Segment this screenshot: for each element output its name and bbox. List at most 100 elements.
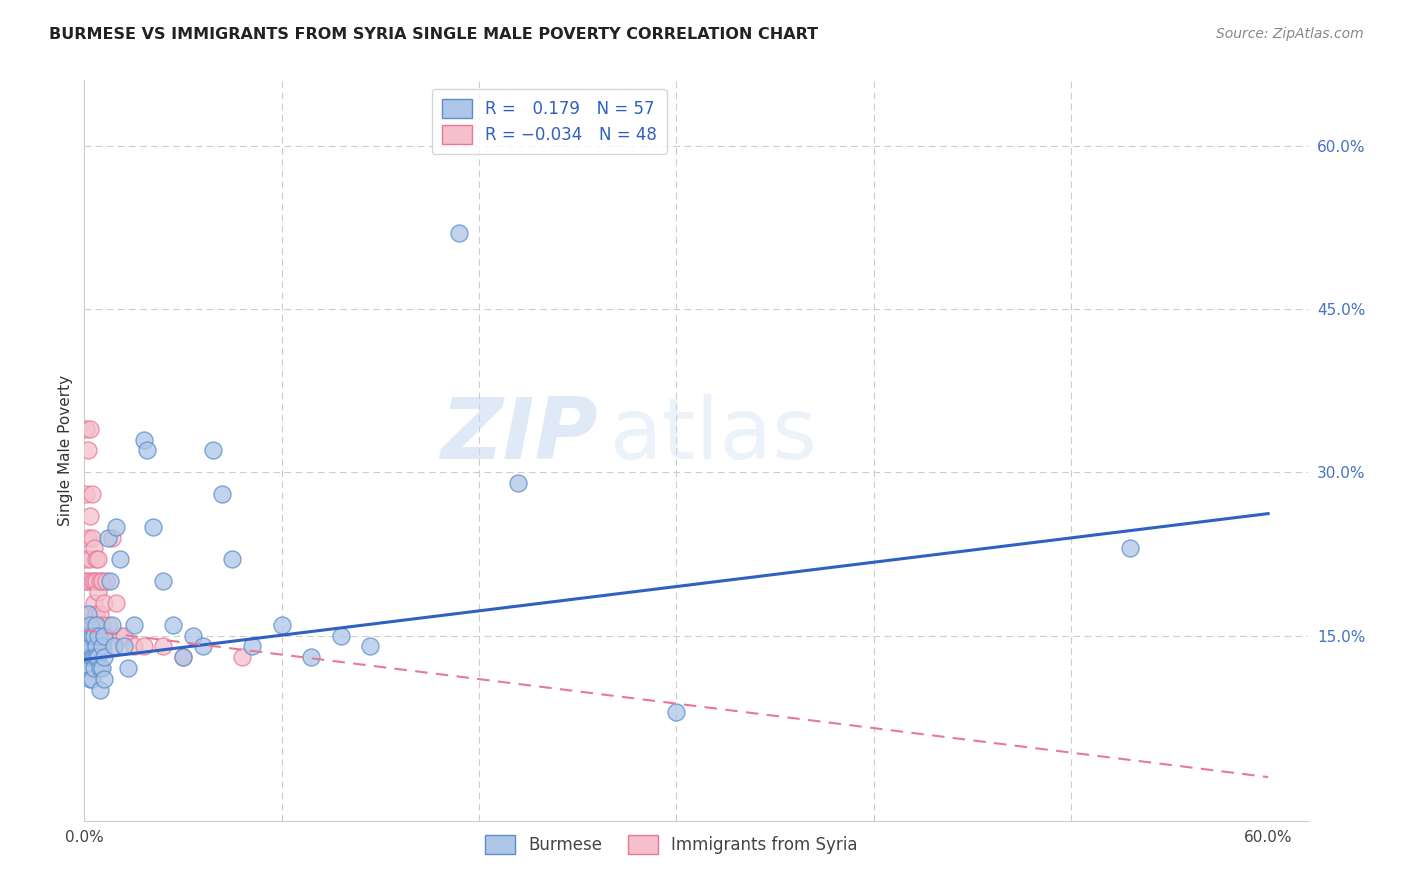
Point: [87, 650, 110, 665]
Point: [82, 672, 104, 686]
Point: [97, 531, 120, 545]
Point: [83, 541, 105, 556]
Point: [162, 617, 184, 632]
Point: [79, 617, 101, 632]
Point: [89, 683, 111, 698]
Point: [77, 617, 100, 632]
Point: [83, 661, 105, 675]
Point: [75, 552, 97, 566]
Point: [91, 661, 114, 675]
Point: [152, 574, 174, 588]
Text: Source: ZipAtlas.com: Source: ZipAtlas.com: [1216, 27, 1364, 41]
Point: [93, 650, 115, 665]
Point: [329, 628, 352, 642]
Point: [83, 574, 105, 588]
Point: [94, 574, 117, 588]
Point: [359, 640, 381, 654]
Point: [83, 628, 105, 642]
Point: [83, 650, 105, 665]
Point: [91, 640, 114, 654]
Point: [665, 705, 688, 719]
Text: atlas: atlas: [610, 394, 818, 477]
Point: [77, 574, 100, 588]
Point: [79, 661, 101, 675]
Point: [87, 628, 110, 642]
Point: [84, 617, 107, 632]
Point: [93, 672, 115, 686]
Point: [75, 487, 97, 501]
Point: [93, 628, 115, 642]
Point: [84, 607, 107, 621]
Point: [91, 617, 114, 632]
Point: [75, 422, 97, 436]
Point: [83, 640, 105, 654]
Point: [181, 628, 204, 642]
Point: [75, 640, 97, 654]
Point: [79, 640, 101, 654]
Point: [79, 552, 101, 566]
Point: [108, 628, 131, 642]
Point: [82, 650, 104, 665]
Point: [108, 552, 131, 566]
Point: [101, 617, 124, 632]
Point: [122, 640, 145, 654]
Point: [117, 661, 139, 675]
Point: [77, 531, 100, 545]
Point: [112, 640, 135, 654]
Point: [93, 596, 115, 610]
Point: [152, 640, 174, 654]
Y-axis label: Single Male Poverty: Single Male Poverty: [58, 375, 73, 526]
Point: [82, 617, 104, 632]
Point: [270, 617, 292, 632]
Point: [240, 640, 263, 654]
Point: [103, 640, 125, 654]
Point: [201, 443, 224, 458]
Point: [89, 661, 111, 675]
Point: [91, 574, 114, 588]
Point: [77, 628, 100, 642]
Point: [77, 443, 100, 458]
Point: [221, 552, 243, 566]
Point: [83, 617, 105, 632]
Point: [82, 487, 104, 501]
Point: [191, 640, 214, 654]
Point: [82, 628, 104, 642]
Point: [98, 574, 121, 588]
Point: [101, 531, 124, 545]
Point: [79, 672, 101, 686]
Point: [84, 640, 107, 654]
Point: [84, 552, 107, 566]
Point: [77, 640, 100, 654]
Point: [84, 650, 107, 665]
Point: [75, 628, 97, 642]
Point: [77, 650, 100, 665]
Point: [449, 226, 471, 240]
Point: [87, 552, 110, 566]
Point: [89, 628, 111, 642]
Point: [87, 617, 110, 632]
Point: [132, 433, 155, 447]
Point: [75, 574, 97, 588]
Point: [1119, 541, 1142, 556]
Point: [142, 519, 165, 533]
Point: [93, 628, 115, 642]
Point: [79, 607, 101, 621]
Point: [211, 487, 233, 501]
Point: [132, 640, 155, 654]
Point: [89, 607, 111, 621]
Point: [172, 650, 194, 665]
Point: [84, 574, 107, 588]
Point: [97, 617, 120, 632]
Point: [508, 476, 530, 491]
Point: [83, 596, 105, 610]
Point: [103, 640, 125, 654]
Point: [75, 628, 97, 642]
Point: [104, 519, 127, 533]
Point: [79, 422, 101, 436]
Point: [299, 650, 322, 665]
Legend: Burmese, Immigrants from Syria: Burmese, Immigrants from Syria: [479, 828, 865, 861]
Point: [89, 574, 111, 588]
Point: [79, 508, 101, 523]
Point: [77, 607, 100, 621]
Point: [75, 650, 97, 665]
